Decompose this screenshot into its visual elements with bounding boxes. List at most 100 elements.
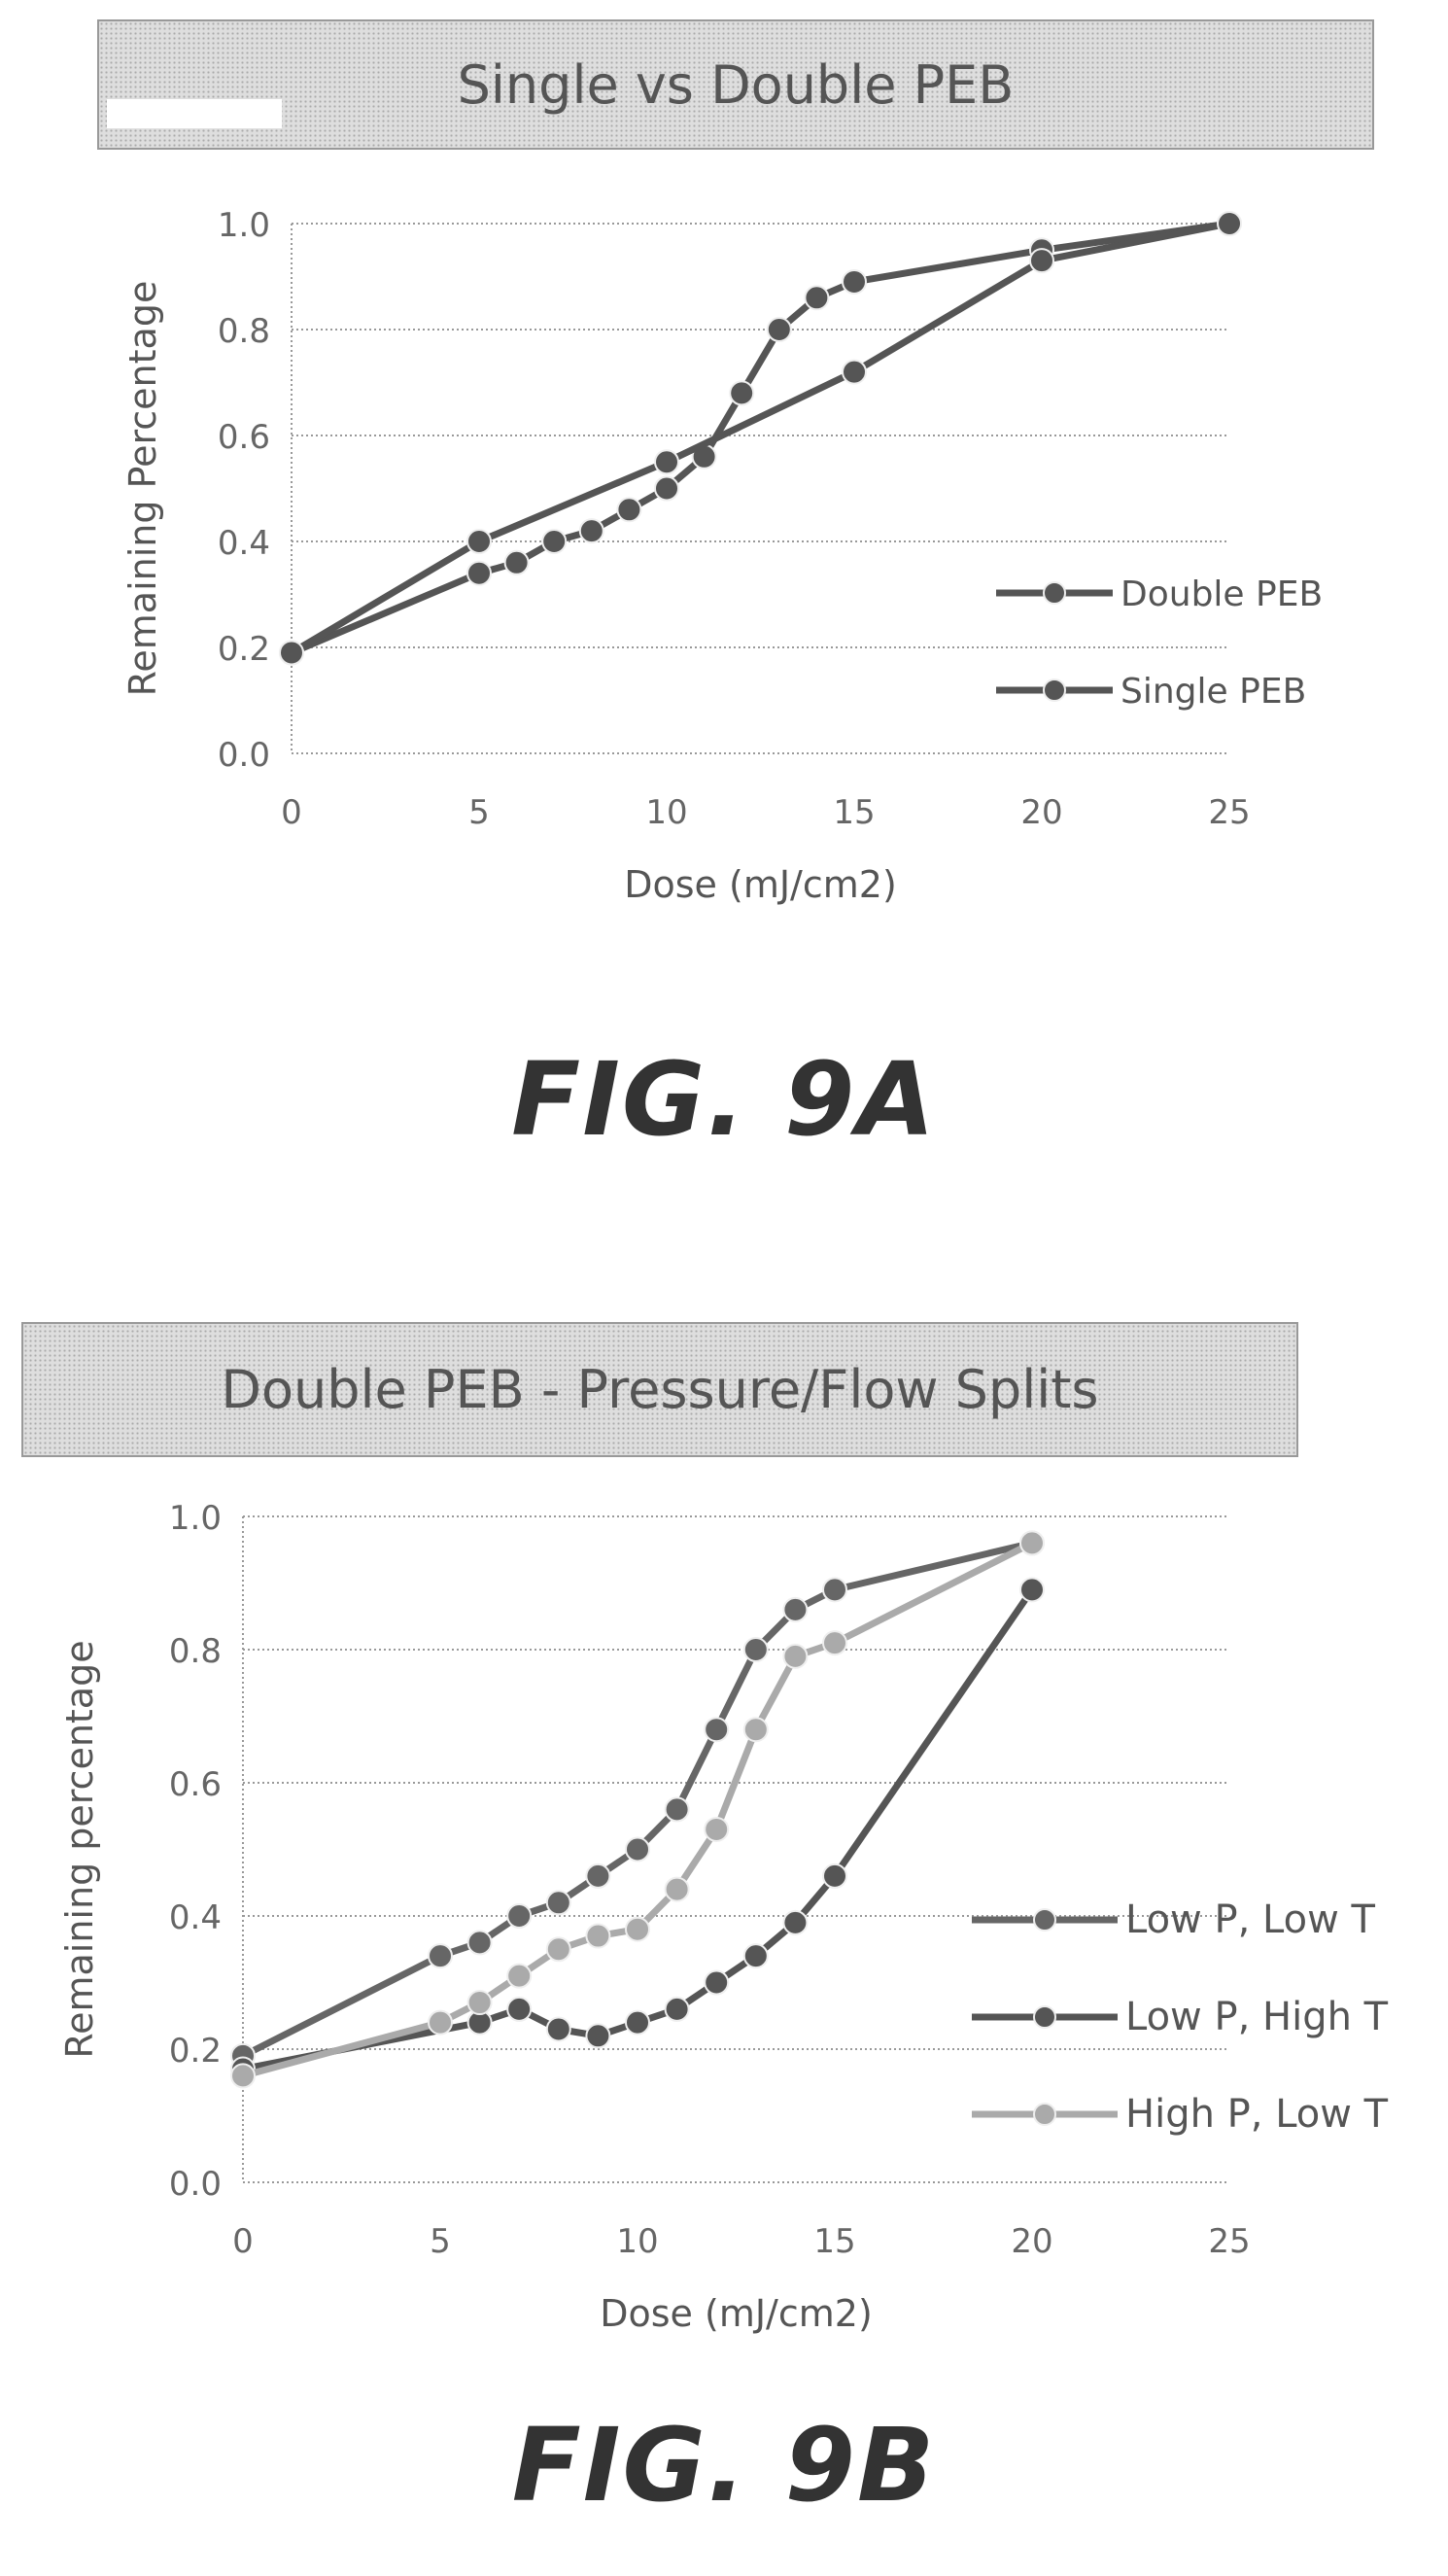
data-point: [578, 518, 604, 544]
data-point: [585, 2023, 611, 2049]
data-point: [842, 359, 867, 385]
data-point: [742, 1943, 769, 1969]
data-point: [729, 380, 755, 406]
data-point: [822, 1577, 847, 1603]
data-point: [230, 2063, 256, 2089]
series-line-1: [290, 220, 1230, 656]
data-point: [782, 1643, 809, 1669]
legend-label: Single PEB: [1120, 672, 1306, 712]
legend-label: Low P, High T: [1125, 1995, 1389, 2039]
x-tick-label: 20: [1020, 793, 1062, 832]
data-point: [545, 2016, 571, 2042]
data-point: [704, 1816, 730, 1842]
data-point: [654, 449, 679, 475]
data-point: [545, 1890, 571, 1916]
y-tick-label: 0.0: [218, 736, 270, 775]
data-point: [541, 529, 568, 554]
x-tick-label: 0: [281, 793, 302, 832]
data-point: [616, 497, 642, 523]
x-tick-label: 5: [430, 2222, 451, 2261]
y-tick-label: 0.2: [169, 2032, 222, 2071]
data-point: [506, 1996, 533, 2022]
x-tick-label: 0: [232, 2222, 254, 2261]
x-axis-label: Dose (mJ/cm2): [600, 2292, 873, 2335]
data-point: [503, 549, 530, 575]
data-point: [654, 475, 679, 502]
data-point: [664, 1796, 690, 1823]
legend-label: Double PEB: [1120, 574, 1323, 614]
data-point: [782, 1596, 809, 1622]
data-point: [704, 1717, 730, 1743]
x-tick-label: 10: [645, 793, 687, 832]
figure-9b: Double PEB - Pressure/Flow Splits 0.0 0.2…: [0, 1293, 1448, 2576]
y-tick-label: 0.8: [169, 1632, 222, 1671]
data-point: [704, 1969, 730, 1996]
legend-marker: [1033, 1908, 1056, 1932]
x-tick-label: 15: [833, 793, 875, 832]
y-tick-label: 1.0: [218, 206, 270, 245]
data-point: [466, 1990, 493, 2016]
data-point: [766, 317, 792, 342]
data-point: [1019, 1577, 1045, 1603]
data-point: [664, 1876, 690, 1902]
title-tab-decoration: [107, 99, 282, 128]
x-axis-label: Dose (mJ/cm2): [624, 863, 897, 906]
data-point: [1019, 1530, 1045, 1556]
data-point: [742, 1717, 769, 1743]
legend-marker: [1033, 2103, 1056, 2126]
series-line-0: [290, 220, 1230, 656]
data-point: [466, 529, 492, 554]
legend-marker: [1043, 581, 1066, 605]
figure-label: FIG. 9A: [511, 1040, 937, 1159]
series-line-0: [241, 1539, 1033, 2060]
data-point: [1217, 211, 1242, 236]
legend-label: Low P, Low T: [1125, 1897, 1376, 1942]
chart-title: Double PEB - Pressure/Flow Splits: [221, 1359, 1099, 1420]
data-point: [506, 1903, 533, 1929]
legend-marker: [1043, 679, 1066, 702]
x-tick-label: 25: [1208, 793, 1250, 832]
data-point: [625, 2009, 650, 2036]
data-point: [428, 1943, 453, 1969]
data-point: [466, 1930, 493, 1956]
chart-9b: 0.0 0.2 0.4 0.6 0.8 1.0 0 5 10 15 20 25 Dose (mJ/cm2…: [58, 1499, 1389, 2335]
data-point: [279, 640, 304, 666]
data-point: [782, 1909, 809, 1935]
y-tick-label: 0.4: [218, 524, 270, 563]
data-point: [822, 1630, 847, 1656]
y-tick-label: 0.4: [169, 1898, 222, 1937]
data-point: [625, 1916, 650, 1942]
data-point: [585, 1862, 611, 1889]
y-tick-label: 0.6: [218, 418, 270, 457]
y-tick-label: 0.0: [169, 2165, 222, 2204]
x-tick-label: 10: [616, 2222, 658, 2261]
legend-label: High P, Low T: [1125, 2092, 1389, 2137]
data-point: [585, 1923, 611, 1949]
data-point: [506, 1963, 533, 1989]
figure-9a: Single vs Double PEB 0.0 0.2 0.4 0.6 0.8 1.0 0…: [0, 0, 1448, 1264]
data-point: [428, 2009, 453, 2036]
chart-title-box: Single vs Double PEB: [97, 19, 1374, 150]
y-tick-label: 0.2: [218, 630, 270, 669]
data-point: [466, 560, 492, 586]
legend-marker: [1033, 2005, 1056, 2029]
figure-label: FIG. 9B: [511, 2406, 937, 2524]
data-point: [1029, 248, 1054, 274]
data-point: [842, 268, 867, 295]
x-tick-label: 25: [1208, 2222, 1250, 2261]
chart-9a: 0.0 0.2 0.4 0.6 0.8 1.0 0 5 10 15 20 25 Dose (mJ/cm2…: [121, 206, 1323, 906]
x-tick-label: 20: [1011, 2222, 1052, 2261]
y-tick-label: 0.6: [169, 1765, 222, 1804]
data-point: [664, 1996, 690, 2022]
y-tick-label: 0.8: [218, 312, 270, 351]
chart-title: Single vs Double PEB: [457, 53, 1015, 116]
data-point: [804, 285, 830, 311]
data-point: [625, 1836, 650, 1862]
x-tick-label: 15: [813, 2222, 855, 2261]
data-point: [545, 1936, 571, 1963]
y-tick-label: 1.0: [169, 1499, 222, 1538]
data-point: [742, 1637, 769, 1662]
chart-title-box: Double PEB - Pressure/Flow Splits: [21, 1322, 1298, 1457]
data-point: [822, 1862, 847, 1889]
y-axis-label: Remaining Percentage: [121, 281, 164, 697]
